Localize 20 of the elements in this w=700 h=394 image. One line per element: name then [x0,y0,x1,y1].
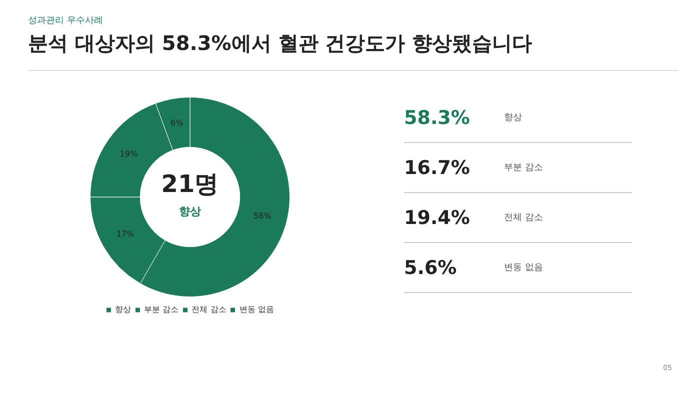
text: 16.7% [404,156,471,178]
data-label: 19% [120,149,138,158]
chart-title: 분석 대상자의 58.3%에서 혈관 건강도가 향상됐습니다 [28,30,532,57]
legend-label: 부분 감소 [144,305,179,314]
data-label: 58% [253,211,272,220]
text: 향상 [178,204,202,219]
legend-label: 향상 [115,305,132,314]
text: 19.4% [404,206,471,228]
text: 변동 없음 [504,262,543,274]
text: 21명 [160,169,220,200]
legend-label: 전체 감소 [192,305,226,314]
chart-subtitle: 성과관리 우수사례 [28,15,103,27]
data-label: 6% [170,118,184,128]
text: 향상 [504,112,522,124]
text: 58.3% [404,106,471,128]
text: 부분 감소 [504,162,543,174]
text: 전체 감소 [504,212,543,224]
text: 5.6% [404,256,458,278]
legend-label: 변동 없음 [239,305,274,314]
data-label: 17% [116,230,135,239]
